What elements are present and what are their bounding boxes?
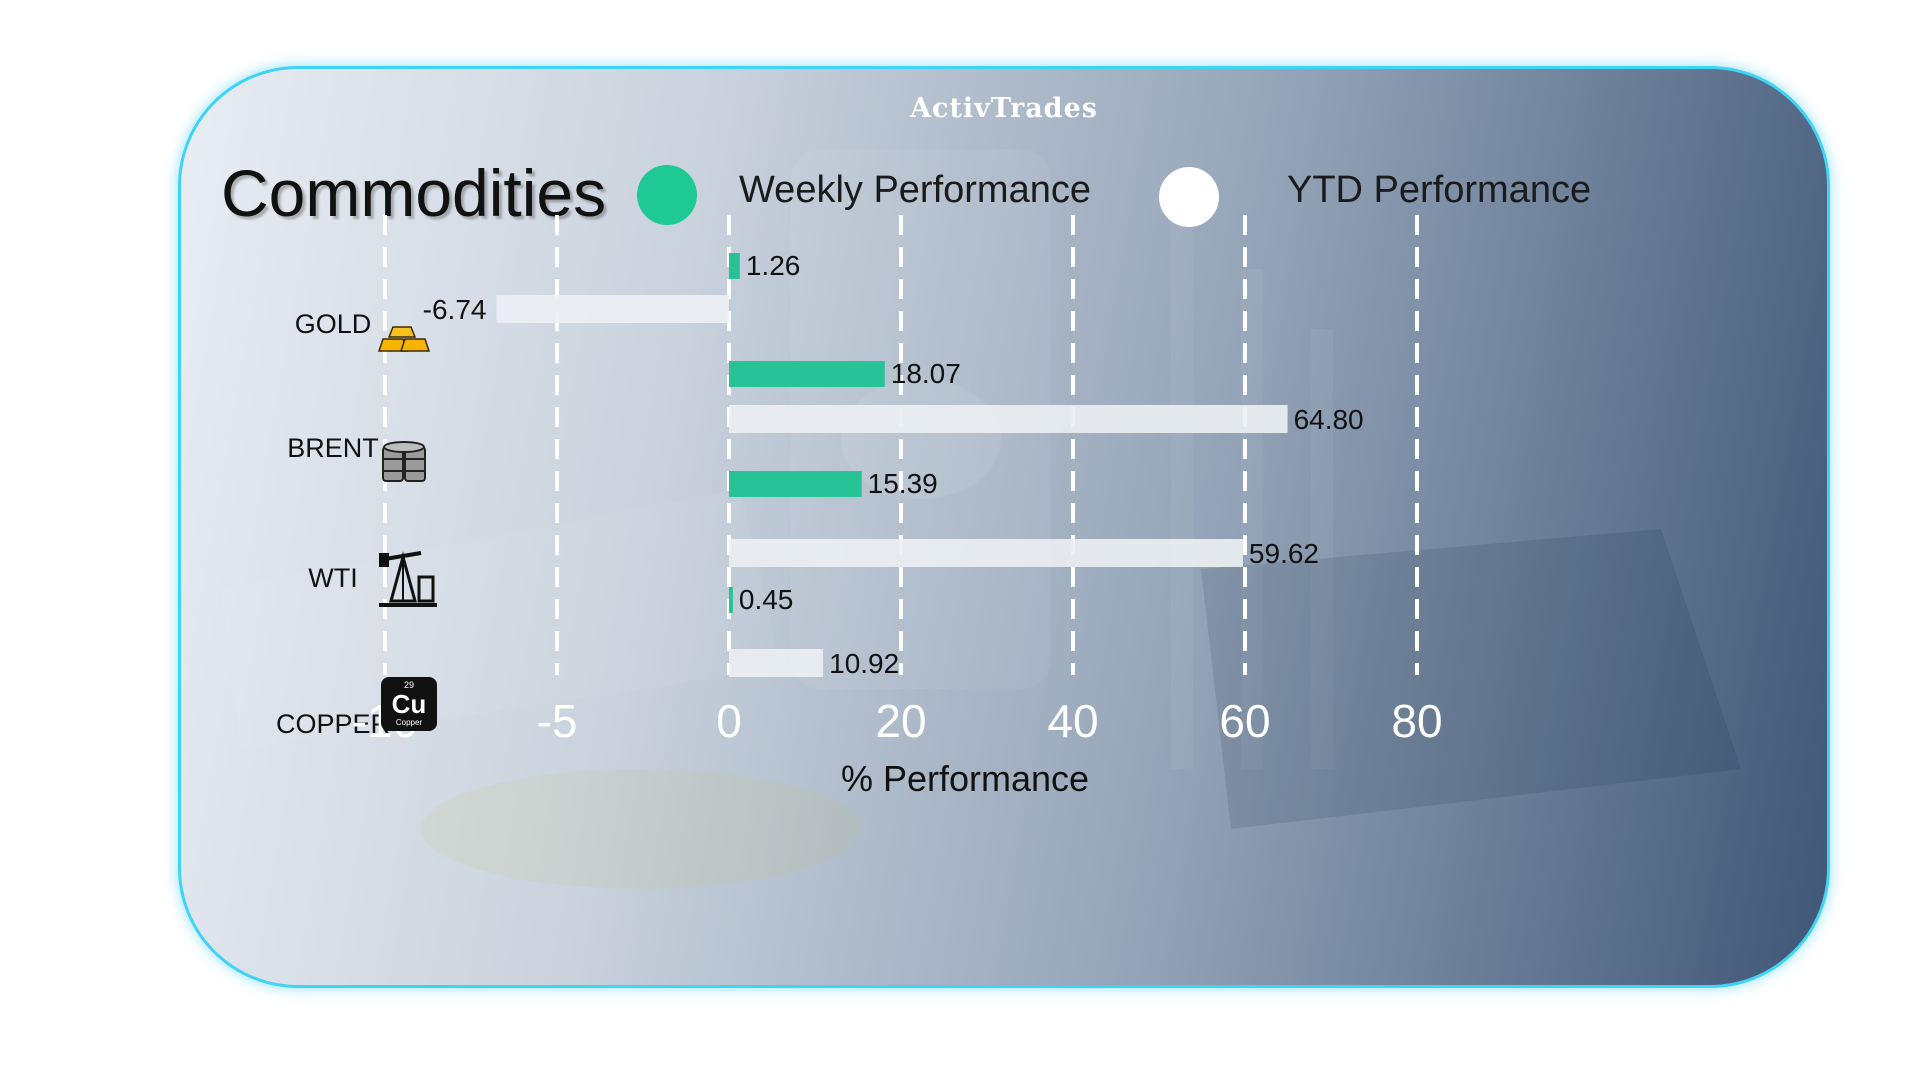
copper-element-icon: 29 Cu Copper [381, 677, 437, 731]
svg-text:Copper: Copper [396, 718, 423, 727]
weekly-bar [729, 361, 885, 387]
x-axis-label: % Performance [841, 758, 1089, 799]
ytd-data-label: -6.74 [423, 294, 487, 325]
x-tick-label: 60 [1219, 695, 1270, 747]
category-label: GOLD [295, 309, 372, 339]
ytd-data-label: 59.62 [1249, 538, 1319, 569]
weekly-bar [729, 587, 733, 613]
x-tick-label: 20 [875, 695, 926, 747]
x-tick-label: 80 [1391, 695, 1442, 747]
ytd-bar [729, 405, 1288, 433]
weekly-data-label: 0.45 [739, 584, 794, 615]
weekly-bar [729, 253, 740, 279]
svg-text:Cu: Cu [392, 689, 427, 719]
x-tick-label: 0 [716, 695, 742, 747]
weekly-data-label: 15.39 [868, 468, 938, 499]
ytd-data-label: 10.92 [829, 648, 899, 679]
oil-barrels-icon [382, 441, 426, 482]
ytd-bar [729, 649, 824, 677]
chart-title: Commodities [221, 156, 607, 230]
ytd-data-label: 64.80 [1294, 404, 1364, 435]
legend-dot-weekly [637, 165, 697, 225]
activtrades-logo: ActivTrades [910, 93, 1098, 124]
ytd-bar [496, 295, 729, 323]
chart-card: ActivTrades Commodities Weekly Performan… [178, 66, 1830, 988]
category-label: BRENT [287, 433, 379, 463]
ytd-bar [729, 539, 1243, 567]
oil-pump-icon [379, 551, 437, 607]
legend-label-ytd: YTD Performance [1287, 169, 1592, 211]
weekly-data-label: 1.26 [746, 250, 801, 281]
gold-bars-icon [377, 326, 431, 352]
weekly-data-label: 18.07 [891, 358, 961, 389]
x-tick-label: 40 [1047, 695, 1098, 747]
category-label: WTI [308, 563, 357, 593]
legend-dot-ytd [1159, 167, 1219, 227]
weekly-bar [729, 471, 862, 497]
svg-text:29: 29 [404, 680, 414, 690]
legend-label-weekly: Weekly Performance [739, 169, 1091, 211]
x-tick-label: -5 [537, 695, 578, 747]
category-label: COPPER [276, 709, 390, 739]
bar-chart: GOLD BRENT WTI COPPER 1.26 18.07 15.39 0.45 -6.7… [276, 215, 1443, 799]
